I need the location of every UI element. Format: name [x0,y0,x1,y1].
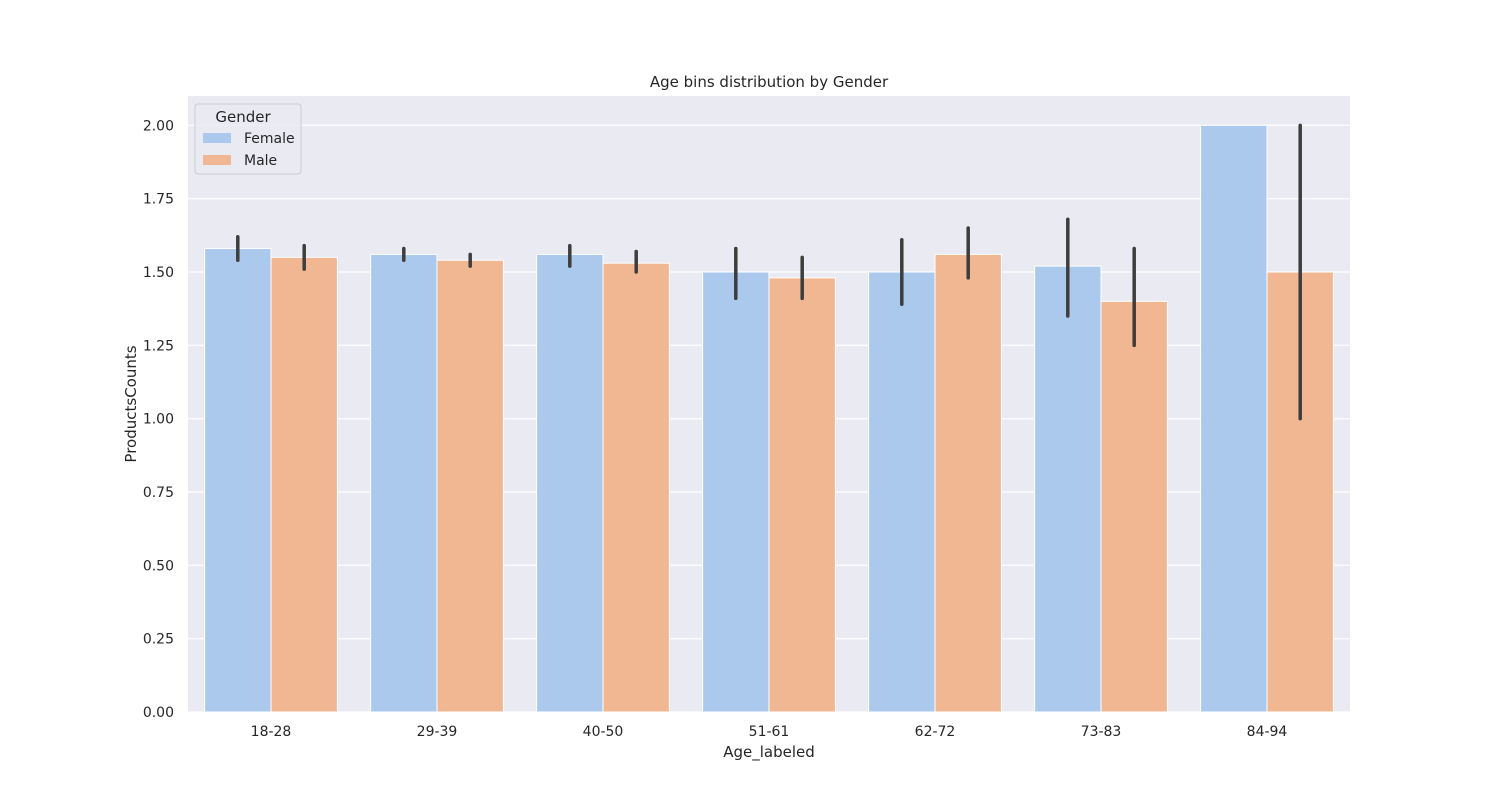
x-tick-label: 62-72 [915,724,956,740]
x-tick-label: 51-61 [749,724,790,740]
x-tick-label: 40-50 [583,724,624,740]
bar-female-51-61 [702,271,770,713]
bar-female-29-39 [370,253,438,713]
x-tick-label: 73-83 [1081,724,1122,740]
error-bars [236,123,1302,421]
y-tick-label: 0.00 [143,705,174,721]
bar-female-62-72 [868,271,936,713]
y-tick-label: 2.00 [143,118,174,134]
y-axis-title: ProductsCounts [122,345,140,462]
x-axis-ticks: 18-28 29-39 40-50 51-61 62-72 73-83 84-94 [251,724,1288,740]
x-tick-label: 84-94 [1247,724,1288,740]
x-tick-label: 18-28 [251,724,292,740]
legend-label-male: Male [244,153,277,169]
legend: Gender Female Male [194,103,302,175]
y-tick-label: 1.25 [143,338,174,354]
y-axis-ticks: 0.00 0.25 0.50 0.75 1.00 1.25 1.50 1.75 2.00 [143,118,174,721]
y-tick-label: 0.50 [143,558,174,574]
bar-female-18-28 [204,248,272,713]
legend-label-female: Female [244,131,295,147]
y-tick-label: 1.00 [143,412,174,428]
bar-male-62-72 [934,253,1002,713]
y-tick-label: 0.25 [143,632,174,648]
y-tick-label: 1.50 [143,265,174,281]
x-tick-label: 29-39 [417,724,458,740]
legend-swatch-male [203,155,231,165]
bar-male-40-50 [602,262,670,713]
bars [204,124,1334,713]
bar-female-73-83 [1034,265,1102,713]
bar-male-51-61 [768,277,836,713]
chart-title: Age bins distribution by Gender [650,73,889,91]
legend-title: Gender [215,108,271,126]
bar-male-73-83 [1100,300,1168,713]
bar-female-40-50 [536,253,604,713]
y-tick-label: 0.75 [143,485,174,501]
y-tick-label: 1.75 [143,192,174,208]
bar-male-18-28 [270,256,338,713]
bar-male-29-39 [436,259,504,713]
legend-swatch-female [203,133,231,143]
bar-female-84-94 [1200,124,1268,713]
x-axis-title: Age_labeled [723,743,815,762]
